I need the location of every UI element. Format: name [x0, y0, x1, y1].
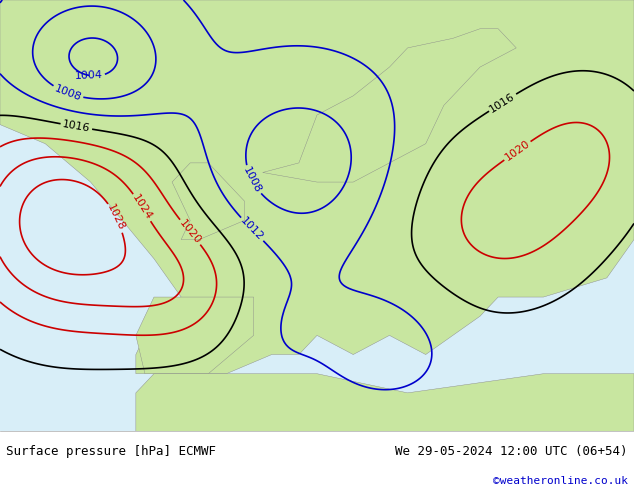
Text: 1024: 1024	[130, 193, 154, 222]
Polygon shape	[136, 374, 634, 431]
Text: 1020: 1020	[503, 139, 532, 163]
Text: 1012: 1012	[239, 216, 266, 243]
Text: 1016: 1016	[61, 119, 91, 134]
Text: 1028: 1028	[105, 203, 127, 233]
Text: 1008: 1008	[241, 166, 263, 195]
Polygon shape	[136, 297, 254, 374]
Text: ©weatheronline.co.uk: ©weatheronline.co.uk	[493, 476, 628, 486]
Text: Surface pressure [hPa] ECMWF: Surface pressure [hPa] ECMWF	[6, 445, 216, 458]
Polygon shape	[0, 0, 634, 374]
Text: We 29-05-2024 12:00 UTC (06+54): We 29-05-2024 12:00 UTC (06+54)	[395, 445, 628, 458]
Text: 1004: 1004	[75, 70, 103, 81]
Polygon shape	[172, 163, 245, 240]
Text: 1008: 1008	[53, 83, 83, 102]
Polygon shape	[262, 29, 516, 182]
Text: 1016: 1016	[488, 91, 517, 114]
Text: 1020: 1020	[178, 218, 203, 246]
